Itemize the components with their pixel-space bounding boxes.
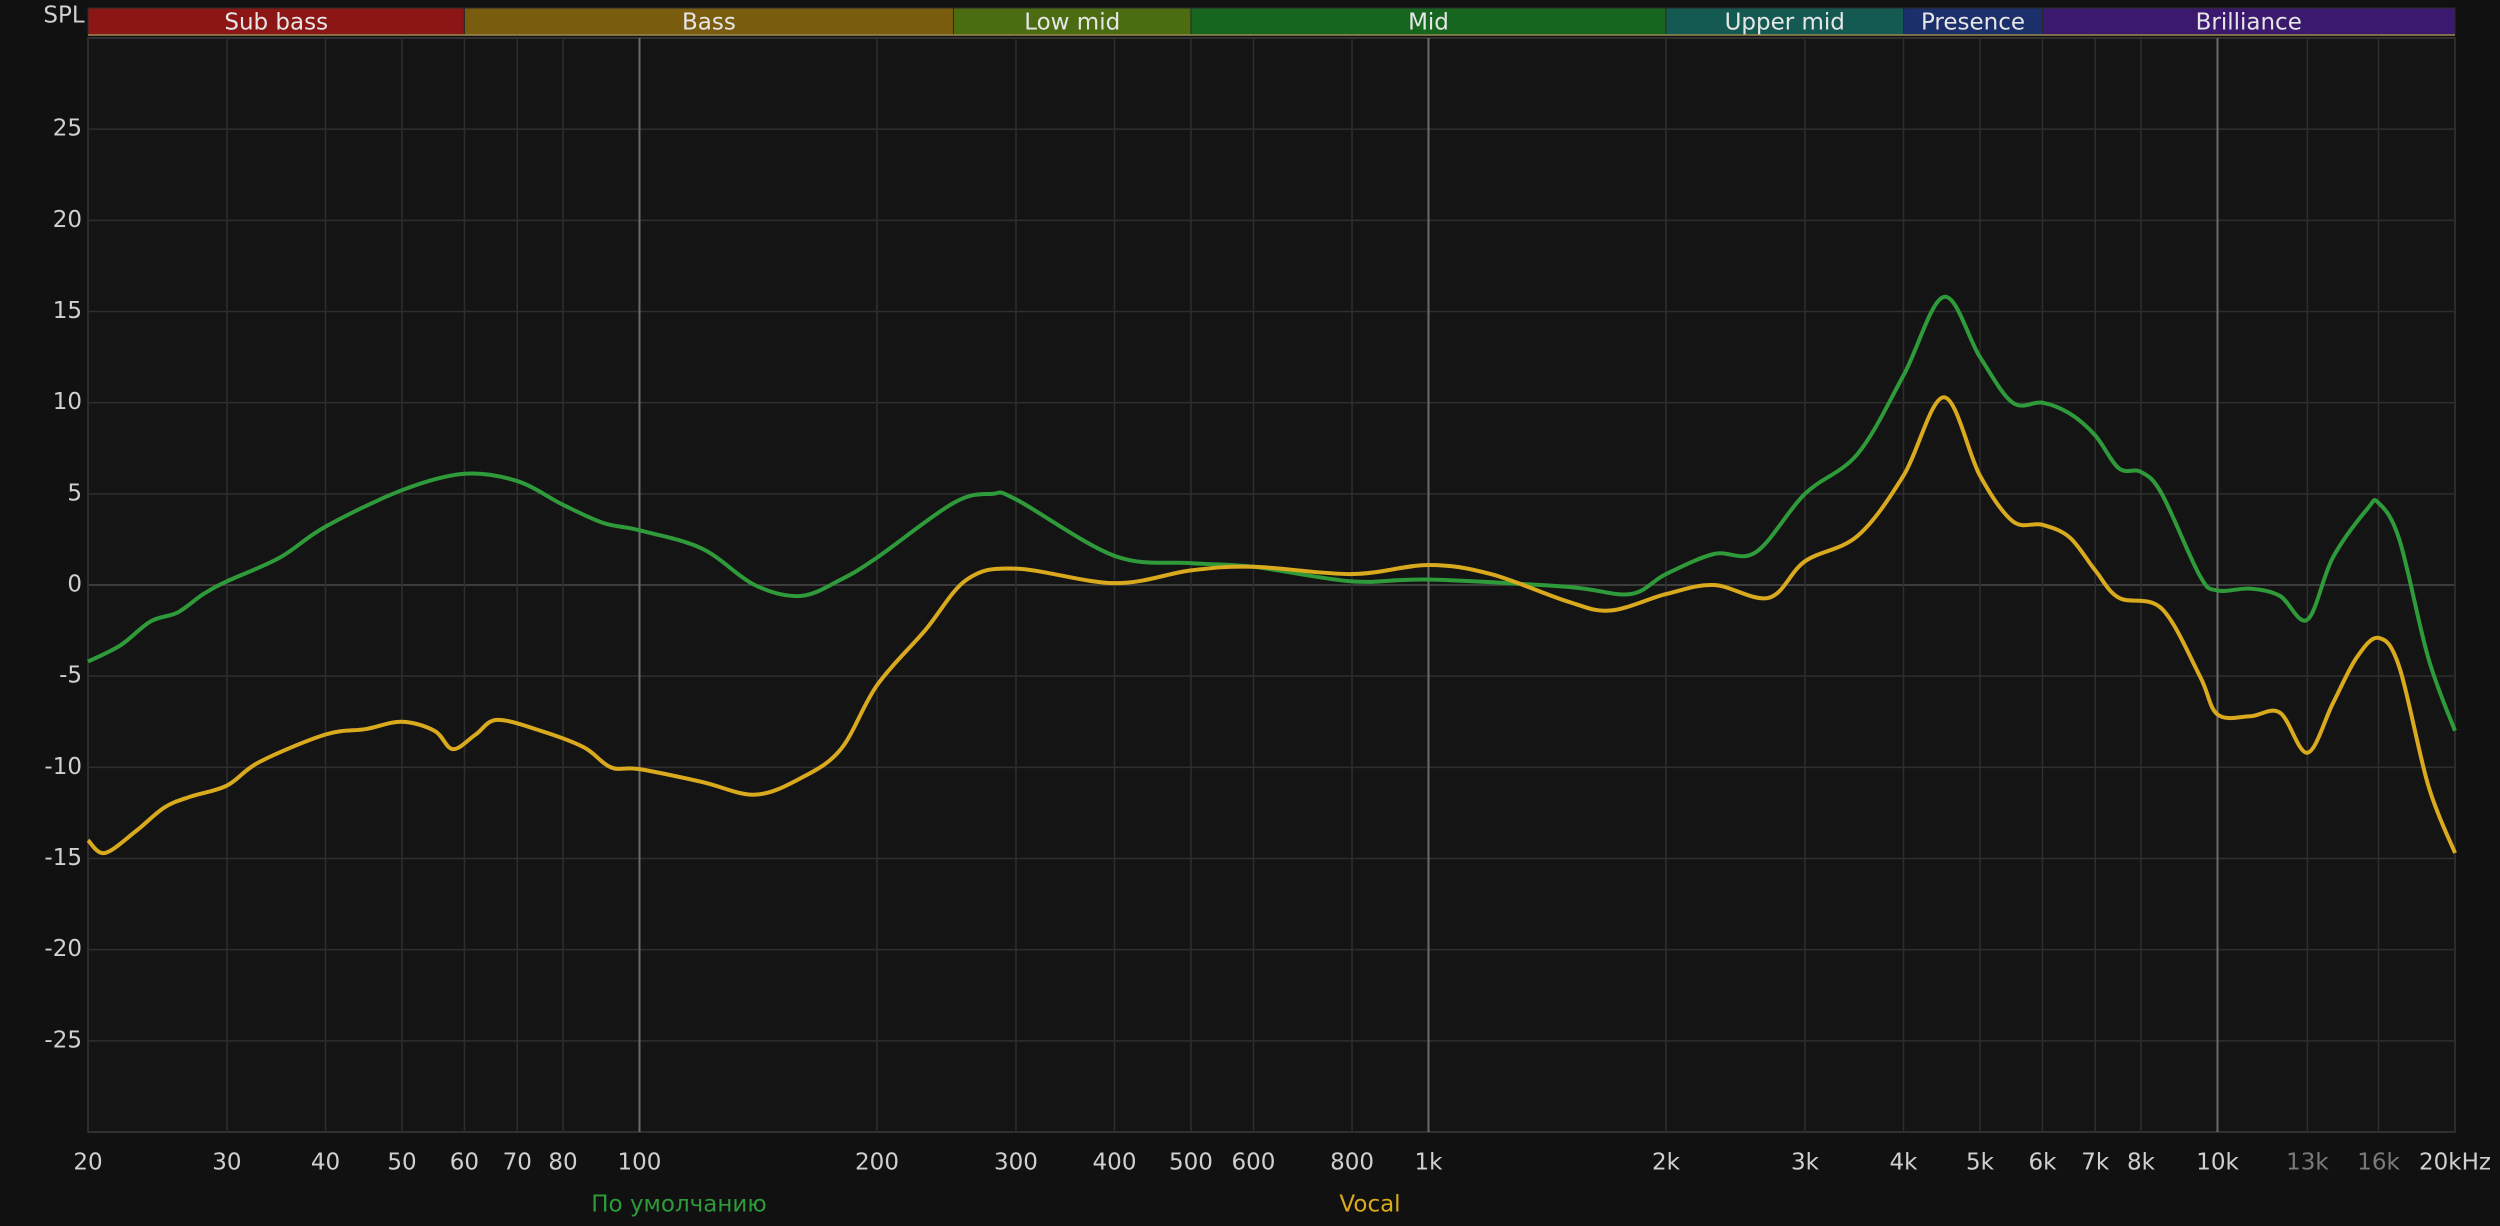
x-tick-label: 70 — [503, 1150, 532, 1176]
band-label: Bass — [682, 10, 736, 36]
x-tick-label: 13k — [2286, 1150, 2329, 1176]
legend-entry: По умолчанию — [591, 1192, 766, 1218]
y-tick-label: 20 — [53, 207, 82, 233]
y-tick-label: -10 — [44, 754, 82, 780]
band-label: Upper mid — [1725, 10, 1845, 36]
band-label: Low mid — [1024, 10, 1120, 36]
y-axis-label: SPL — [43, 3, 84, 29]
y-tick-label: 0 — [67, 572, 82, 598]
band-label: Brilliance — [2196, 10, 2302, 36]
x-tick-label: 7k — [2081, 1150, 2110, 1176]
x-tick-label: 4k — [1890, 1150, 1919, 1176]
y-tick-label: 5 — [67, 480, 82, 506]
y-tick-label: -20 — [44, 936, 82, 962]
x-tick-label: 40 — [311, 1150, 340, 1176]
x-tick-label: 60 — [450, 1150, 479, 1176]
x-tick-label: 600 — [1231, 1150, 1275, 1176]
band — [2041, 7, 2456, 36]
y-tick-label: 25 — [53, 116, 82, 142]
y-tick-label: -5 — [59, 663, 82, 689]
x-tick-label: 16k — [2357, 1150, 2400, 1176]
x-tick-label: 20 — [73, 1150, 102, 1176]
band-label: Mid — [1408, 10, 1449, 36]
series-line — [87, 294, 2457, 732]
x-tick-label: 3k — [1791, 1150, 1820, 1176]
x-tick-label: 2k — [1652, 1150, 1681, 1176]
x-tick-label: 800 — [1330, 1150, 1374, 1176]
band — [87, 7, 465, 36]
x-tick-label: 50 — [387, 1150, 416, 1176]
y-tick-label: -15 — [44, 845, 82, 871]
x-tick-label: 80 — [548, 1150, 577, 1176]
band-label: Presence — [1921, 10, 2025, 36]
x-tick-label: 500 — [1169, 1150, 1213, 1176]
band — [463, 7, 954, 36]
x-tick-label: 1k — [1415, 1150, 1444, 1176]
x-tick-label: 10k — [2196, 1150, 2239, 1176]
series-line — [86, 395, 2457, 856]
x-tick-label: 5k — [1966, 1150, 1995, 1176]
x-tick-label: 200 — [855, 1150, 899, 1176]
x-tick-label: 400 — [1093, 1150, 1137, 1176]
x-tick-label: 6k — [2028, 1150, 2057, 1176]
legend-entry: Vocal — [1339, 1192, 1400, 1218]
y-tick-label: 10 — [53, 389, 82, 415]
x-tick-label: 100 — [618, 1150, 662, 1176]
y-tick-label: -25 — [44, 1027, 82, 1053]
x-tick-label: 20kHz — [2419, 1150, 2491, 1176]
y-tick-label: 15 — [53, 298, 82, 324]
x-tick-label: 8k — [2127, 1150, 2156, 1176]
x-tick-label: 30 — [212, 1150, 241, 1176]
x-tick-label: 300 — [994, 1150, 1038, 1176]
band-label: Sub bass — [224, 10, 328, 36]
